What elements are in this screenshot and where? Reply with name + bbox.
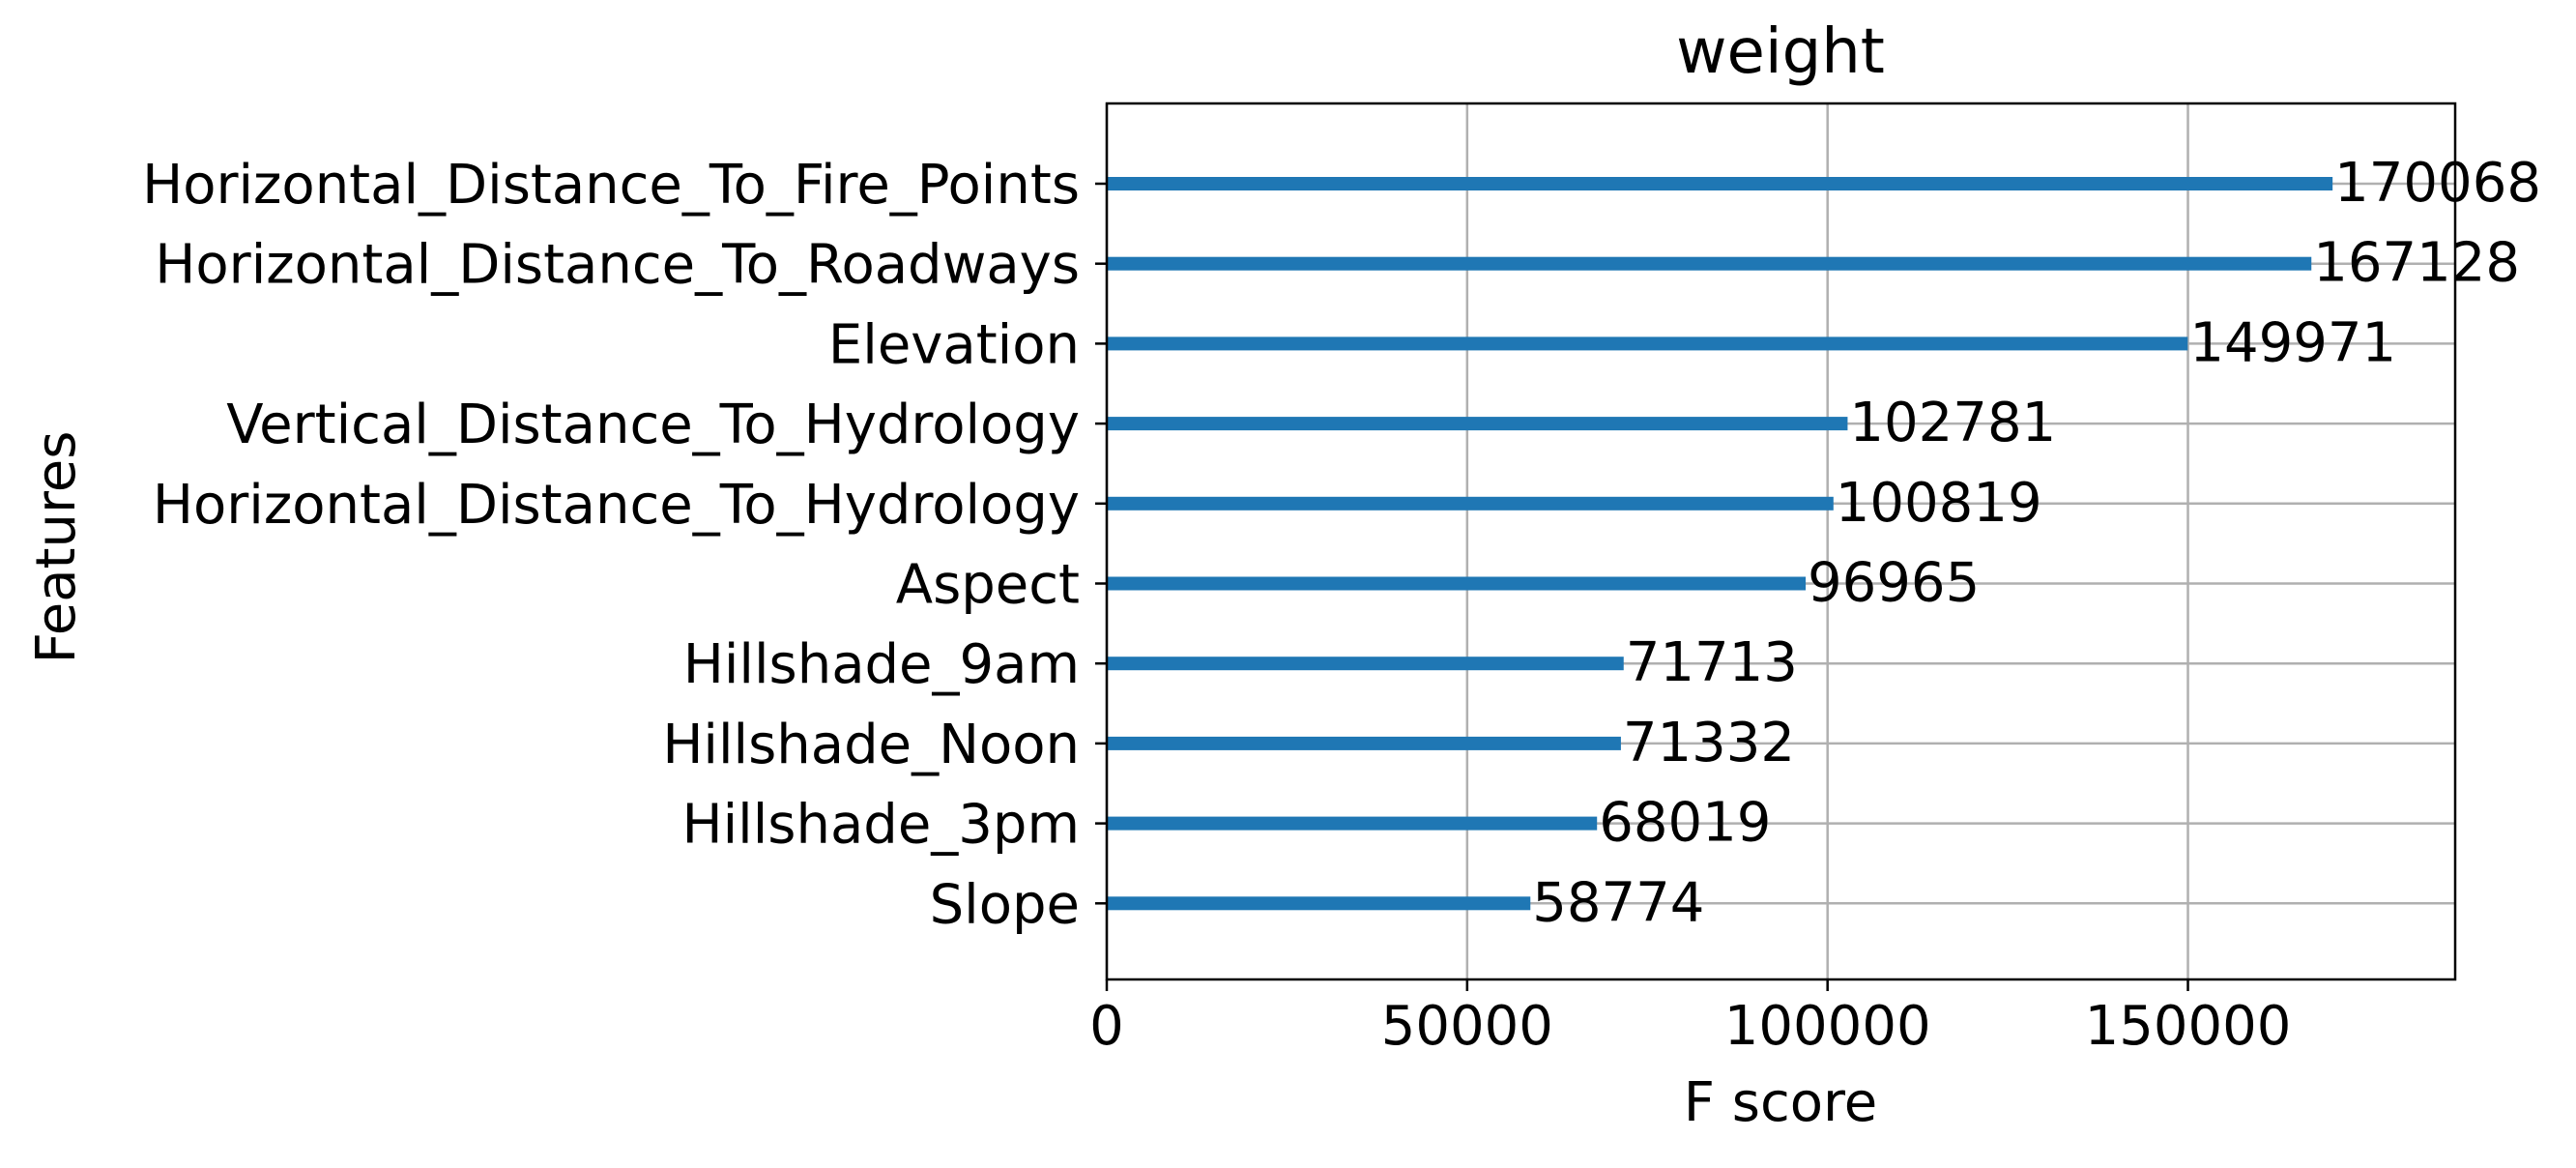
bar xyxy=(1107,657,1624,671)
bar xyxy=(1107,336,2188,351)
bar-value-label: 68019 xyxy=(1599,792,1771,855)
bar xyxy=(1107,576,1807,591)
y-tick-label: Elevation xyxy=(828,313,1080,376)
bar xyxy=(1107,256,2312,271)
y-tick-label: Hillshade_Noon xyxy=(662,714,1080,776)
y-tick-label: Hillshade_3pm xyxy=(682,794,1081,857)
y-tick-label: Slope xyxy=(930,873,1080,936)
bar xyxy=(1107,496,1834,511)
bar xyxy=(1107,896,1531,911)
y-axis-label: Features xyxy=(25,431,88,664)
bar xyxy=(1107,417,1848,431)
bar-value-label: 102781 xyxy=(1849,392,2056,454)
x-tick-label: 0 xyxy=(1089,995,1124,1058)
bar-value-label: 71713 xyxy=(1626,631,1798,694)
plot-frame xyxy=(1105,102,2457,981)
bar xyxy=(1107,177,2333,190)
chart-title: weight xyxy=(1676,16,1885,88)
y-tick-label: Horizontal_Distance_To_Fire_Points xyxy=(142,154,1080,217)
y-tick-label: Horizontal_Distance_To_Roadways xyxy=(155,234,1080,297)
x-tick-label: 50000 xyxy=(1381,995,1553,1058)
bar-value-label: 100819 xyxy=(1836,472,2042,535)
tick-layer xyxy=(1095,182,2189,991)
y-tick-label: Horizontal_Distance_To_Hydrology xyxy=(153,474,1080,537)
y-tick-label: Aspect xyxy=(896,554,1080,617)
bar-value-label: 149971 xyxy=(2189,311,2396,374)
x-tick-label: 150000 xyxy=(2085,995,2292,1058)
x-axis-label: F score xyxy=(1684,1071,1877,1134)
bar-value-label: 167128 xyxy=(2313,232,2520,295)
bar-value-label: 170068 xyxy=(2334,152,2541,215)
y-tick-label: Vertical_Distance_To_Hydrology xyxy=(226,394,1080,456)
bar xyxy=(1107,736,1621,750)
bar-value-label: 58774 xyxy=(1532,871,1704,934)
bar-value-label: 71332 xyxy=(1623,712,1795,774)
y-tick-label: Hillshade_9am xyxy=(683,633,1080,696)
bar-layer xyxy=(1107,177,2333,911)
bar-value-label: 96965 xyxy=(1808,552,1980,615)
x-tick-label: 100000 xyxy=(1724,995,1931,1058)
label-layer: 0 50000 100000 150000 Horizontal_Distance_To… xyxy=(142,152,2541,1058)
bar xyxy=(1107,816,1598,831)
